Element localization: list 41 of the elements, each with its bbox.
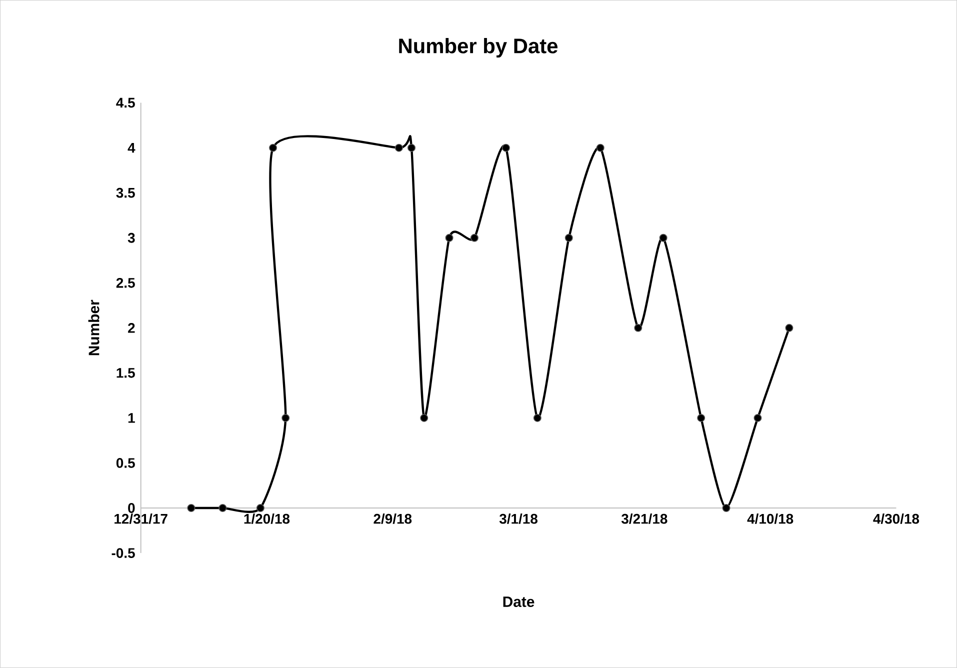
- y-tick-label: 2: [128, 323, 135, 333]
- chart-title: Number by Date: [399, 38, 558, 58]
- x-tick-label: 3/21/18: [621, 514, 668, 524]
- point: [754, 414, 762, 422]
- point: [785, 324, 794, 332]
- x-tick-label: 4/30/18: [873, 514, 920, 524]
- point: [697, 414, 706, 422]
- point: [659, 234, 668, 242]
- y-axis-title: Number: [88, 300, 100, 356]
- x-tick-label: 2/9/18: [374, 514, 412, 524]
- point: [420, 414, 428, 422]
- x-tick-label: 12/31/17: [114, 514, 168, 524]
- point: [470, 234, 478, 242]
- point: [634, 324, 642, 332]
- point: [282, 414, 290, 422]
- point: [394, 144, 403, 152]
- x-axis-title: Date: [503, 596, 534, 608]
- x-tick-label: 4/10/18: [747, 514, 794, 524]
- point: [445, 234, 454, 242]
- y-tick-label: 4.5: [116, 98, 135, 108]
- point: [408, 144, 416, 152]
- point: [564, 234, 573, 242]
- y-tick-label: 1: [128, 413, 135, 423]
- y-tick-label: 2.5: [116, 278, 135, 288]
- point: [269, 144, 278, 152]
- y-tick-label: 0.5: [116, 458, 135, 468]
- point: [533, 414, 542, 422]
- y-tick-label: -0.5: [112, 548, 135, 558]
- y-tick-label: 3: [128, 232, 135, 243]
- y-tick-label: 1.5: [116, 368, 135, 378]
- x-tick-label: 3/1/18: [499, 514, 538, 524]
- x-tick-label: 1/20/18: [244, 514, 290, 524]
- y-tick-label: 4: [128, 143, 136, 153]
- y-tick-label: 0: [128, 503, 135, 514]
- y-tick-label: 3.5: [116, 188, 135, 198]
- point: [256, 504, 264, 512]
- point: [218, 504, 227, 512]
- point: [596, 144, 604, 152]
- point: [187, 504, 196, 512]
- point: [502, 144, 510, 152]
- point: [722, 504, 730, 512]
